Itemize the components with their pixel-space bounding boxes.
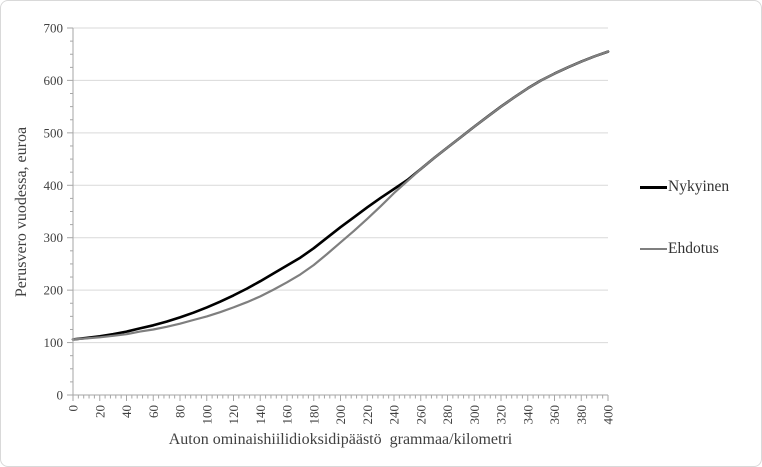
svg-text:80: 80 (173, 405, 188, 418)
svg-text:300: 300 (467, 405, 482, 425)
svg-text:300: 300 (44, 230, 64, 245)
svg-text:180: 180 (306, 405, 321, 425)
svg-text:220: 220 (360, 405, 375, 425)
svg-text:0: 0 (57, 388, 64, 403)
svg-text:320: 320 (494, 405, 509, 425)
svg-text:200: 200 (333, 405, 348, 425)
svg-text:380: 380 (574, 405, 589, 425)
y-axis-ticks (67, 27, 73, 396)
svg-text:240: 240 (387, 405, 402, 425)
svg-text:500: 500 (44, 125, 64, 140)
nykyinen-line-swatch (640, 185, 667, 189)
svg-text:120: 120 (226, 405, 241, 425)
svg-text:200: 200 (44, 283, 64, 298)
series-ehdotus (71, 50, 610, 341)
svg-text:600: 600 (44, 73, 64, 88)
x-axis-ticks (72, 395, 609, 401)
svg-text:340: 340 (520, 405, 535, 425)
svg-text:100: 100 (44, 335, 64, 350)
legend-label: Nykyinen (668, 178, 730, 195)
axes (72, 28, 608, 396)
legend-item-ehdotus: Ehdotus (640, 240, 719, 258)
gridlines (73, 27, 608, 344)
svg-text:700: 700 (44, 21, 64, 36)
svg-text:360: 360 (547, 405, 562, 425)
svg-text:40: 40 (119, 405, 134, 418)
svg-text:280: 280 (440, 405, 455, 425)
x-axis-title: Auton ominaishiilidioksidipäästö grammaa… (168, 431, 513, 448)
legend-item-nykyinen: Nykyinen (640, 178, 729, 196)
svg-text:140: 140 (253, 405, 268, 425)
y-tick-labels: 0 100 200 300 400 500 600 700 (44, 21, 64, 403)
svg-text:400: 400 (44, 178, 64, 193)
y-axis-title: Perusvero vuodessa, euroa (13, 126, 30, 298)
svg-text:160: 160 (280, 405, 295, 425)
svg-text:60: 60 (146, 405, 161, 418)
svg-text:20: 20 (92, 405, 107, 418)
legend-label: Ehdotus (668, 240, 719, 257)
ehdotus-line-swatch (640, 248, 667, 250)
svg-text:260: 260 (413, 405, 428, 425)
svg-text:400: 400 (601, 405, 616, 425)
x-tick-labels: 0 20 40 60 80 100 120 140 160 180 200 220 240 260 280 3… (66, 405, 616, 425)
svg-text:0: 0 (66, 405, 81, 412)
svg-text:100: 100 (199, 405, 214, 425)
series-nykyinen (71, 50, 610, 341)
